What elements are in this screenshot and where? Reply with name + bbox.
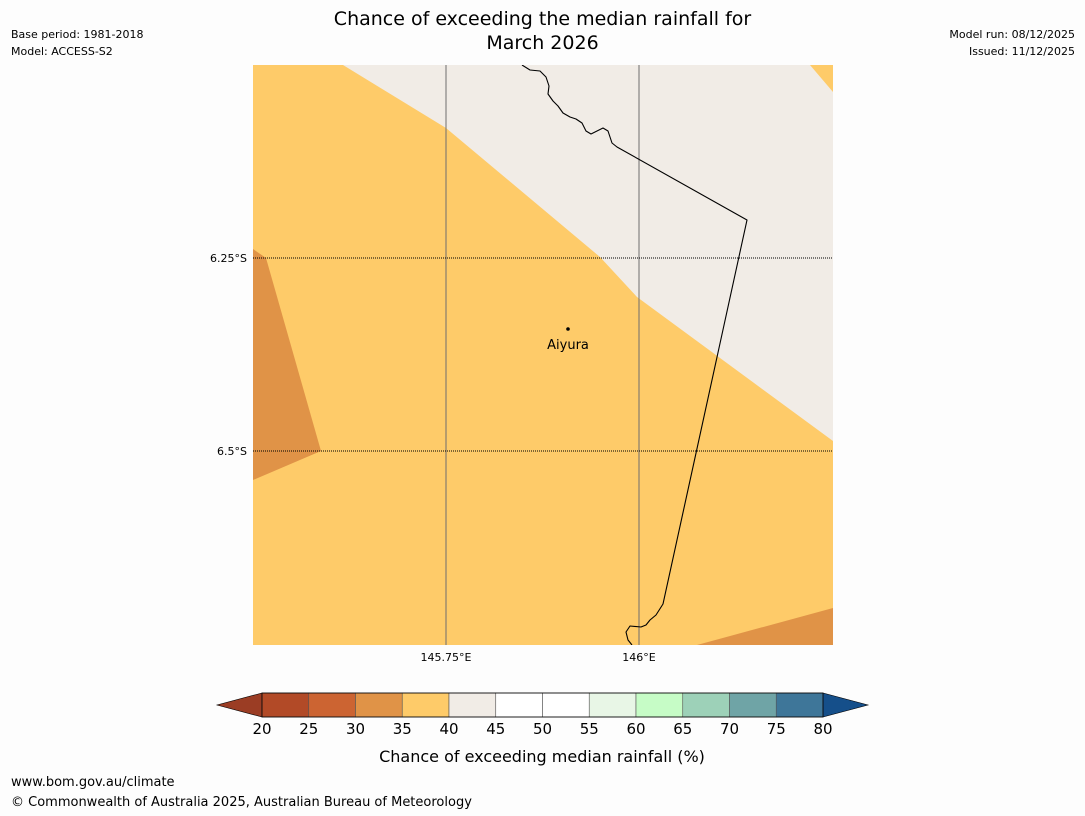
- colorbar-bin-75-80: [775, 692, 824, 718]
- title-line-2: March 2026: [486, 32, 599, 54]
- colorbar-bin-50-55: [542, 692, 590, 718]
- colorbar-tick-40: 40: [439, 720, 458, 738]
- colorbar-bin-65-70: [682, 692, 730, 718]
- title-line-1: Chance of exceeding the median rainfall …: [333, 8, 752, 30]
- aiyura-marker[interactable]: [566, 327, 570, 331]
- colorbar-under-extension: [215, 692, 263, 718]
- aiyura-label: Aiyura: [547, 338, 589, 353]
- colorbar-tick-75: 75: [767, 720, 786, 738]
- colorbar-bin-30-35: [355, 692, 403, 718]
- colorbar-outline: [261, 692, 824, 718]
- region-40-45: [343, 65, 833, 441]
- lon-tick-146: 146°E: [622, 651, 655, 664]
- map-area: [253, 65, 833, 645]
- region-30-35-southeast: [697, 608, 833, 645]
- colorbar-tick-50: 50: [533, 720, 552, 738]
- colorbar-bin-25-30: [308, 692, 356, 718]
- colorbar-over-extension: [822, 692, 870, 718]
- footer-copyright: © Commonwealth of Australia 2025, Austra…: [11, 795, 472, 810]
- colorbar-tick-80: 80: [813, 720, 832, 738]
- footer-url: www.bom.gov.au/climate: [11, 775, 175, 790]
- lat-tick-6-25: 6.25°S: [210, 252, 247, 265]
- lat-tick-6-5: 6.5°S: [217, 445, 247, 458]
- region-30-35-west: [253, 249, 321, 480]
- colorbar-tick-35: 35: [393, 720, 412, 738]
- colorbar-tick-60: 60: [626, 720, 645, 738]
- colorbar-bin-40-45: [448, 692, 497, 718]
- issued-text: Issued: 11/12/2025: [968, 45, 1075, 58]
- base-period-text: Base period: 1981-2018: [11, 28, 144, 41]
- colorbar-bin-60-65: [635, 692, 684, 718]
- colorbar-tick-70: 70: [720, 720, 739, 738]
- colorbar-bin-35-40: [401, 692, 450, 718]
- colorbar-bin-20-25: [261, 692, 310, 718]
- colorbar-tick-65: 65: [673, 720, 692, 738]
- province-boundary: [521, 65, 748, 645]
- lon-tick-145-75: 145.75°E: [421, 651, 472, 664]
- model-text: Model: ACCESS-S2: [11, 45, 113, 58]
- colorbar-bin-70-75: [729, 692, 777, 718]
- colorbar-tick-20: 20: [252, 720, 271, 738]
- colorbar-bin-45-50: [495, 692, 543, 718]
- colorbar-label: Chance of exceeding median rainfall (%): [379, 747, 705, 766]
- metadata-left: Base period: 1981-2018 Model: ACCESS-S2: [11, 26, 143, 60]
- map-title: Chance of exceeding the median rainfall …: [0, 7, 1085, 55]
- colorbar: 20 25 30 35 40 45 50 55 60 65 70 75 80: [215, 692, 870, 738]
- model-run-text: Model run: 08/12/2025: [949, 28, 1075, 41]
- colorbar-tick-30: 30: [346, 720, 365, 738]
- metadata-right: Model run: 08/12/2025 Issued: 11/12/2025: [949, 26, 1075, 60]
- colorbar-tick-55: 55: [580, 720, 599, 738]
- colorbar-tick-45: 45: [486, 720, 505, 738]
- colorbar-tick-25: 25: [299, 720, 318, 738]
- colorbar-bin-55-60: [588, 692, 637, 718]
